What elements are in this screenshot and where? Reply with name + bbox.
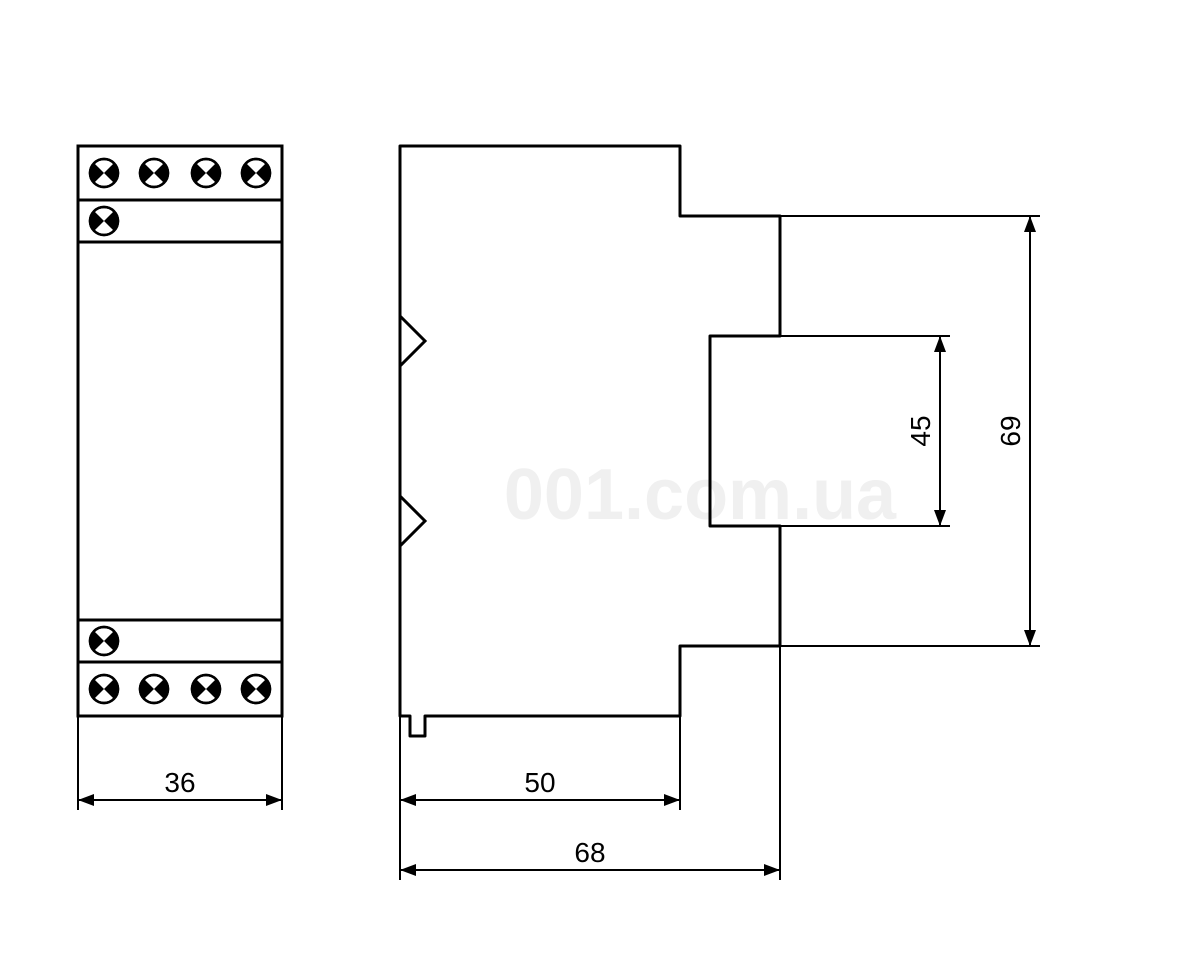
screw-icon	[228, 145, 284, 201]
watermark-text: 001.com.ua	[504, 455, 897, 535]
screw-icon	[76, 145, 132, 201]
side-view	[400, 146, 780, 736]
screw-icon	[178, 145, 234, 201]
dimension-drawing: 001.com.ua 36 50 68 45 69	[0, 0, 1200, 960]
dim-label: 50	[524, 767, 555, 798]
screw-icon	[126, 145, 182, 201]
dim-label: 45	[905, 415, 936, 446]
screw-icon	[76, 661, 132, 717]
dim-label: 36	[164, 767, 195, 798]
screw-icon	[126, 661, 182, 717]
dim-label: 69	[995, 415, 1026, 446]
dimension-lines: 36 50 68 45 69	[78, 216, 1040, 880]
screw-icon	[178, 661, 234, 717]
screw-icon	[228, 661, 284, 717]
front-view	[76, 145, 284, 717]
dim-label: 68	[574, 837, 605, 868]
